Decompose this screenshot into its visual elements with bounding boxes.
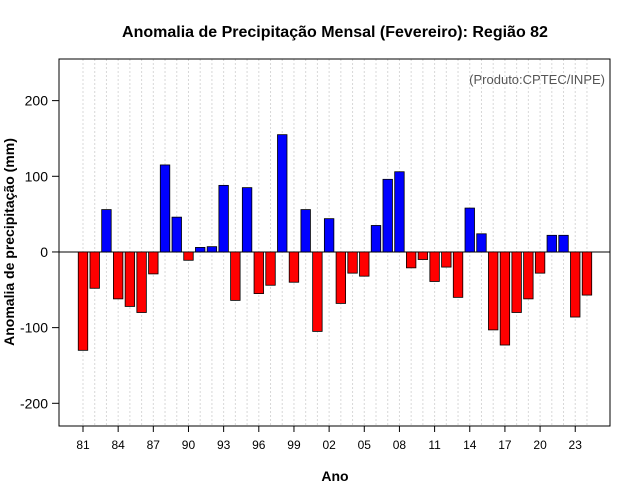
bar-2004 bbox=[347, 251, 358, 274]
bar-1987 bbox=[148, 251, 159, 275]
bar-1981 bbox=[77, 251, 89, 351]
bar-1986 bbox=[136, 251, 147, 313]
x-tick-label: 99 bbox=[287, 438, 301, 452]
bar-1984 bbox=[113, 251, 124, 300]
x-tick-label: 87 bbox=[147, 438, 161, 452]
bar-1997 bbox=[265, 251, 276, 286]
bar-2021 bbox=[546, 234, 557, 253]
grid-lines bbox=[82, 59, 588, 426]
bar-2018 bbox=[511, 251, 522, 313]
x-tick-label: 05 bbox=[358, 438, 372, 452]
bar-1994 bbox=[230, 251, 241, 301]
bar-2012 bbox=[441, 251, 452, 268]
bar-1985 bbox=[124, 251, 136, 307]
bar-2015 bbox=[476, 233, 487, 253]
x-tick-label: 93 bbox=[217, 438, 231, 452]
bar-2020 bbox=[534, 251, 546, 274]
bar-2010 bbox=[417, 251, 429, 260]
bar-1991 bbox=[195, 247, 206, 253]
bar-1995 bbox=[241, 187, 253, 253]
bar-2002 bbox=[323, 218, 335, 253]
plot-frame bbox=[58, 58, 611, 427]
bar-1998 bbox=[277, 134, 288, 253]
bar-2000 bbox=[300, 209, 311, 253]
bar-2003 bbox=[335, 251, 346, 304]
bar-1993 bbox=[218, 184, 229, 253]
bar-2019 bbox=[523, 251, 534, 300]
y-axis: -200 -100 0 100 200 bbox=[20, 93, 59, 411]
bar-2017 bbox=[499, 251, 511, 346]
y-axis-title: Anomalia de precipitação (mm) bbox=[1, 138, 17, 346]
chart-title: Anomalia de Precipitação Mensal (Feverei… bbox=[122, 24, 548, 41]
y-tick-label: 200 bbox=[25, 93, 49, 109]
bar-1999 bbox=[288, 251, 300, 283]
y-tick-label: -200 bbox=[20, 395, 48, 411]
x-tick-label: 20 bbox=[533, 438, 547, 452]
bar-2006 bbox=[370, 225, 382, 253]
bar-2011 bbox=[429, 251, 440, 282]
x-tick-label: 14 bbox=[463, 438, 477, 452]
x-axis: 81 84 87 90 93 96 99 02 05 08 11 14 17 20 23 bbox=[76, 426, 582, 452]
bars bbox=[77, 134, 593, 351]
bar-2008 bbox=[394, 171, 405, 253]
x-tick-label: 02 bbox=[322, 438, 336, 452]
bar-2022 bbox=[558, 234, 569, 253]
x-tick-label: 84 bbox=[111, 438, 125, 452]
x-tick-label: 96 bbox=[252, 438, 266, 452]
bar-1996 bbox=[253, 251, 264, 294]
y-tick-label: -100 bbox=[20, 320, 48, 336]
x-tick-label: 17 bbox=[498, 438, 512, 452]
bar-2014 bbox=[464, 207, 475, 253]
x-tick-label: 08 bbox=[393, 438, 407, 452]
x-axis-title: Ano bbox=[321, 468, 348, 484]
bar-1989 bbox=[171, 216, 182, 253]
bar-2023 bbox=[570, 251, 581, 318]
bar-2005 bbox=[359, 251, 370, 277]
x-tick-label: 90 bbox=[182, 438, 196, 452]
bar-2013 bbox=[452, 251, 464, 298]
x-tick-label: 23 bbox=[569, 438, 583, 452]
bar-2024 bbox=[581, 251, 593, 296]
y-tick-label: 100 bbox=[25, 168, 49, 184]
x-tick-label: 81 bbox=[76, 438, 90, 452]
bar-2001 bbox=[312, 251, 323, 332]
x-tick-label: 11 bbox=[428, 438, 441, 452]
y-tick-label: 0 bbox=[40, 244, 48, 260]
bar-1992 bbox=[206, 246, 218, 253]
bar-2007 bbox=[382, 178, 393, 253]
bar-1990 bbox=[183, 251, 194, 261]
bar-1983 bbox=[101, 209, 112, 253]
bar-1982 bbox=[89, 251, 100, 289]
bar-1988 bbox=[159, 164, 171, 253]
bar-2009 bbox=[406, 251, 417, 269]
chart-annotation: (Produto:CPTEC/INPE) bbox=[469, 72, 605, 87]
bar-2016 bbox=[488, 251, 499, 331]
